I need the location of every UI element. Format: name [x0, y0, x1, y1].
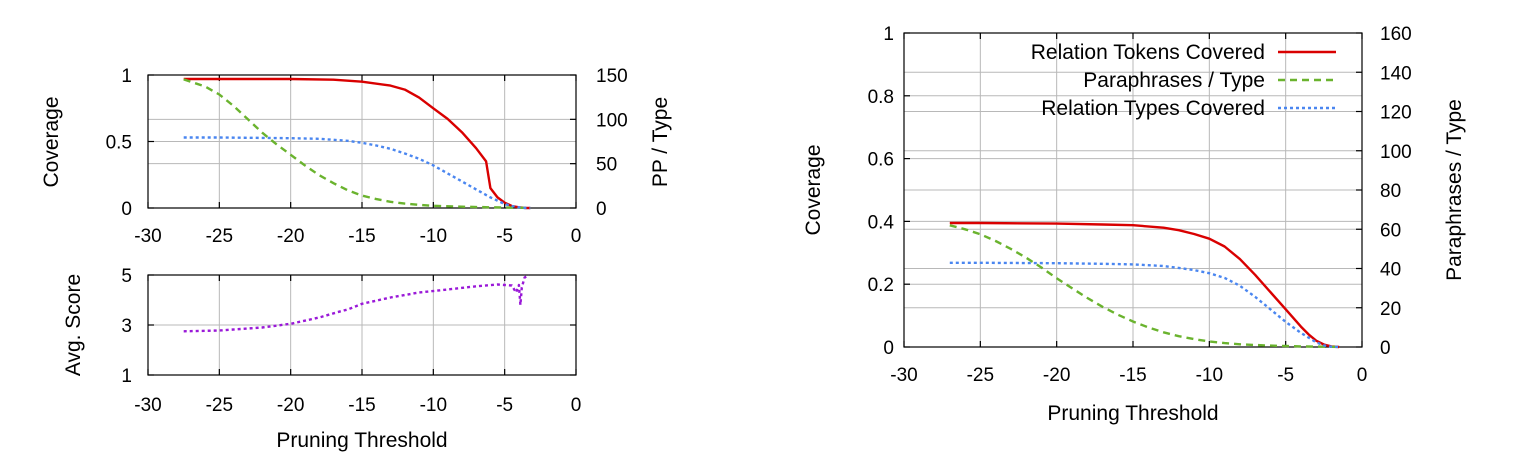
- series-line-0: [183, 273, 530, 333]
- x-axis-title: Pruning Threshold: [276, 429, 447, 452]
- x-tick-label: -25: [967, 365, 994, 386]
- y2-tick-label: 140: [1380, 63, 1412, 84]
- legend-label: Paraphrases / Type: [1083, 69, 1265, 92]
- coverage-right-panel: -30 -25 -20 -15 -10 -5 000.20.40.60.8102040608…: [802, 24, 1466, 425]
- x-tick-label: -25: [206, 226, 233, 247]
- y-axis-title: Avg. Score: [62, 274, 85, 376]
- legend-label: Relation Types Covered: [1041, 97, 1265, 120]
- x-tick-label: -20: [277, 226, 304, 247]
- x-tick-label: -30: [890, 365, 917, 386]
- y2-tick-label: 40: [1380, 260, 1401, 281]
- x-tick-label: -15: [348, 395, 375, 416]
- x-tick-label: 0: [571, 226, 582, 247]
- y2-tick-label: 50: [596, 155, 617, 176]
- y-tick-label: 0: [883, 338, 894, 359]
- x-axis-title: Pruning Threshold: [1047, 402, 1218, 425]
- y2-tick-label: 60: [1380, 220, 1401, 241]
- x-tick-label: -10: [420, 226, 447, 247]
- x-tick-label: -5: [496, 395, 513, 416]
- y2-axis-title: PP / Type: [649, 97, 672, 187]
- x-tick-label: -10: [1196, 365, 1223, 386]
- series-line-1: [949, 224, 1340, 349]
- x-tick-label: -15: [1119, 365, 1146, 386]
- y-tick-label: 1: [121, 366, 132, 387]
- series-line-0: [949, 221, 1340, 349]
- y2-tick-label: 0: [1380, 338, 1391, 359]
- y-tick-label: 0.5: [106, 133, 132, 154]
- x-tick-label: -5: [496, 226, 513, 247]
- y2-tick-label: 120: [1380, 103, 1412, 124]
- legend-label: Relation Tokens Covered: [1031, 41, 1265, 64]
- y-tick-label: 0.2: [868, 275, 894, 296]
- y-tick-label: 0.8: [868, 87, 894, 108]
- x-tick-label: 0: [571, 395, 582, 416]
- y2-tick-label: 0: [596, 199, 607, 220]
- x-tick-label: -20: [1043, 365, 1070, 386]
- x-tick-label: -30: [134, 395, 161, 416]
- y-tick-label: 0.4: [868, 212, 895, 233]
- y2-tick-label: 80: [1380, 181, 1401, 202]
- y2-tick-label: 160: [1380, 24, 1412, 45]
- y-tick-label: 5: [121, 266, 132, 287]
- y-tick-label: 1: [883, 24, 894, 45]
- y2-tick-label: 20: [1380, 299, 1401, 320]
- series-line-2: [183, 136, 531, 210]
- coverage-top-panel: -30 -25 -20 -15 -10 -5 000.51050100150Coverage…: [40, 66, 672, 247]
- y-tick-label: 0: [121, 199, 132, 220]
- y2-tick-label: 100: [596, 110, 628, 131]
- y-axis-title: Coverage: [802, 144, 825, 235]
- series-line-1: [183, 78, 531, 210]
- series-line-0: [183, 77, 531, 210]
- y-tick-label: 0.6: [868, 150, 894, 171]
- y2-axis-title: Paraphrases / Type: [1443, 99, 1466, 281]
- y-tick-label: 1: [121, 66, 132, 87]
- legend: Relation Tokens Covered Paraphrases / Typ…: [1031, 41, 1336, 120]
- x-tick-label: -10: [420, 395, 447, 416]
- series-line-2: [949, 261, 1340, 349]
- x-tick-label: -20: [277, 395, 304, 416]
- x-tick-label: -15: [348, 226, 375, 247]
- y-tick-label: 3: [121, 316, 132, 337]
- y2-tick-label: 100: [1380, 142, 1412, 163]
- x-tick-label: -25: [206, 395, 233, 416]
- y-axis-title: Coverage: [40, 96, 63, 187]
- y2-tick-label: 150: [596, 66, 628, 87]
- x-tick-label: 0: [1357, 365, 1368, 386]
- score-bottom-panel: -30 -25 -20 -15 -10 -5 0 1 3 5 Avg. Score Pruning T…: [62, 266, 581, 452]
- x-tick-label: -5: [1277, 365, 1294, 386]
- x-tick-label: -30: [134, 226, 161, 247]
